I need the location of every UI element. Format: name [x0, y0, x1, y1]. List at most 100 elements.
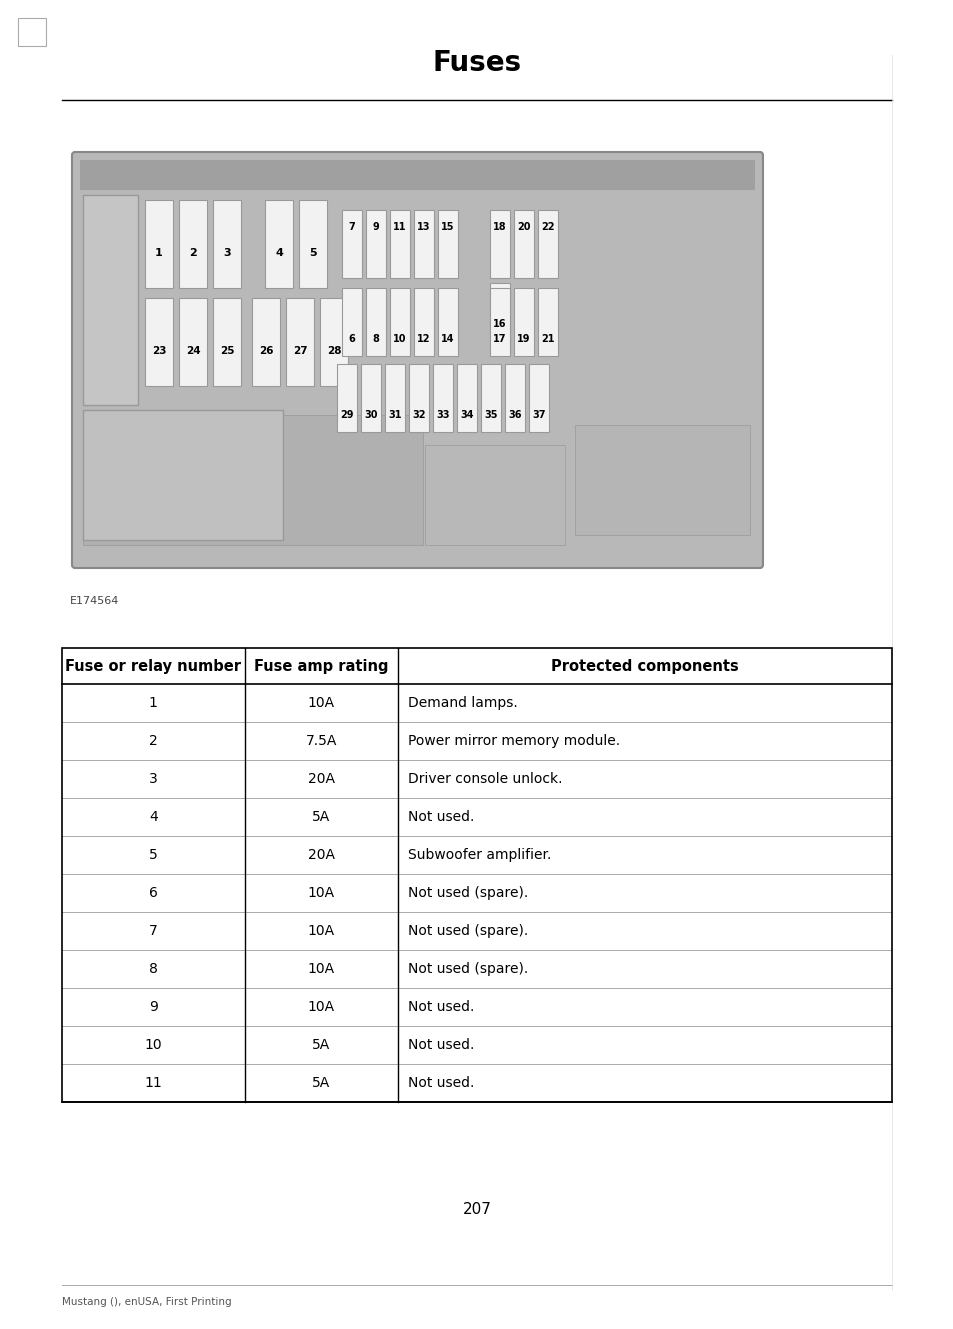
- Bar: [360, 364, 380, 432]
- Text: Fuse amp rating: Fuse amp rating: [253, 658, 388, 674]
- Bar: [336, 364, 356, 432]
- Bar: [213, 199, 241, 288]
- Text: 11: 11: [144, 1076, 162, 1090]
- Text: Driver console unlock.: Driver console unlock.: [408, 772, 562, 785]
- Text: 2: 2: [149, 734, 157, 748]
- Bar: [529, 364, 548, 432]
- Text: 21: 21: [540, 334, 554, 344]
- Bar: [80, 159, 754, 190]
- Text: 5A: 5A: [312, 1076, 330, 1090]
- Bar: [286, 298, 314, 385]
- Text: Not used.: Not used.: [408, 999, 474, 1014]
- Text: 3: 3: [149, 772, 157, 785]
- Text: 28: 28: [327, 346, 341, 356]
- Text: 5A: 5A: [312, 809, 330, 824]
- Text: 14: 14: [441, 334, 455, 344]
- Text: 18: 18: [493, 222, 506, 233]
- Text: 23: 23: [152, 346, 166, 356]
- Text: Protected components: Protected components: [551, 658, 739, 674]
- Text: 8: 8: [149, 962, 157, 975]
- Text: 12: 12: [416, 334, 431, 344]
- Text: 7: 7: [149, 924, 157, 938]
- Bar: [433, 364, 453, 432]
- Text: 35: 35: [484, 411, 497, 420]
- Bar: [537, 210, 558, 278]
- Text: E174564: E174564: [70, 595, 119, 606]
- Text: Not used.: Not used.: [408, 1076, 474, 1090]
- Text: 10A: 10A: [308, 924, 335, 938]
- Text: 13: 13: [416, 222, 431, 233]
- Text: 4: 4: [274, 247, 283, 258]
- Text: 3: 3: [223, 247, 231, 258]
- Bar: [390, 288, 410, 356]
- Text: 20: 20: [517, 222, 530, 233]
- Bar: [213, 298, 241, 385]
- Text: Fuse or relay number: Fuse or relay number: [65, 658, 241, 674]
- Bar: [490, 288, 510, 356]
- Bar: [490, 283, 510, 351]
- Bar: [83, 195, 138, 405]
- Text: 27: 27: [293, 346, 307, 356]
- Text: 37: 37: [532, 411, 545, 420]
- Text: 10A: 10A: [308, 999, 335, 1014]
- Bar: [409, 364, 429, 432]
- Text: 9: 9: [373, 222, 379, 233]
- Text: 36: 36: [508, 411, 521, 420]
- Bar: [385, 364, 405, 432]
- Text: 30: 30: [364, 411, 377, 420]
- Text: 7: 7: [348, 222, 355, 233]
- Text: 16: 16: [493, 319, 506, 328]
- Bar: [456, 364, 476, 432]
- Bar: [504, 364, 524, 432]
- Text: 31: 31: [388, 411, 401, 420]
- Bar: [514, 288, 534, 356]
- Text: 32: 32: [412, 411, 425, 420]
- Text: 10: 10: [393, 334, 406, 344]
- Text: 8: 8: [373, 334, 379, 344]
- Bar: [252, 298, 280, 385]
- Text: 1: 1: [155, 247, 163, 258]
- Text: 10A: 10A: [308, 962, 335, 975]
- Text: Not used (spare).: Not used (spare).: [408, 962, 528, 975]
- Text: 19: 19: [517, 334, 530, 344]
- Text: Fuses: Fuses: [432, 49, 521, 77]
- Text: 17: 17: [493, 334, 506, 344]
- Bar: [437, 210, 457, 278]
- FancyBboxPatch shape: [71, 152, 762, 567]
- Bar: [424, 445, 564, 545]
- Bar: [145, 298, 172, 385]
- Text: 4: 4: [149, 809, 157, 824]
- Text: 22: 22: [540, 222, 554, 233]
- Text: 20A: 20A: [308, 772, 335, 785]
- Text: 6: 6: [348, 334, 355, 344]
- Text: 25: 25: [219, 346, 234, 356]
- Text: 15: 15: [441, 222, 455, 233]
- Bar: [414, 288, 434, 356]
- Bar: [179, 199, 207, 288]
- Bar: [62, 649, 891, 1102]
- Text: Not used (spare).: Not used (spare).: [408, 886, 528, 900]
- Bar: [480, 364, 500, 432]
- Bar: [341, 210, 361, 278]
- Text: 20A: 20A: [308, 848, 335, 863]
- Text: Not used.: Not used.: [408, 809, 474, 824]
- Bar: [575, 425, 749, 536]
- Bar: [83, 415, 422, 545]
- Text: 9: 9: [149, 999, 157, 1014]
- Bar: [437, 288, 457, 356]
- Text: 33: 33: [436, 411, 449, 420]
- Text: Not used.: Not used.: [408, 1038, 474, 1053]
- Text: 10: 10: [144, 1038, 162, 1053]
- Text: Mustang (), enUSA, First Printing: Mustang (), enUSA, First Printing: [62, 1297, 232, 1306]
- Bar: [414, 210, 434, 278]
- Text: 5: 5: [309, 247, 316, 258]
- Bar: [366, 210, 386, 278]
- Text: Not used (spare).: Not used (spare).: [408, 924, 528, 938]
- Text: Power mirror memory module.: Power mirror memory module.: [408, 734, 619, 748]
- Text: 7.5A: 7.5A: [305, 734, 336, 748]
- Text: Demand lamps.: Demand lamps.: [408, 696, 517, 710]
- Text: 11: 11: [393, 222, 406, 233]
- Text: 26: 26: [258, 346, 273, 356]
- Bar: [514, 210, 534, 278]
- Bar: [298, 199, 327, 288]
